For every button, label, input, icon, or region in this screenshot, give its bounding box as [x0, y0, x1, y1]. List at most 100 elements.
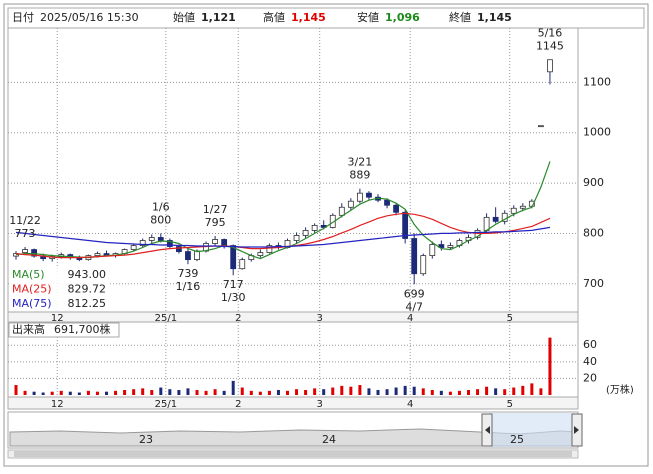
candle-body [429, 244, 436, 257]
legend-box [9, 267, 109, 311]
candle-body [221, 239, 228, 246]
annotation-price: 1145 [536, 40, 564, 53]
high-label: 高値 [263, 10, 285, 24]
volume-label: 出来高 [12, 322, 45, 336]
volume-bar [457, 390, 461, 395]
volume-bar [240, 387, 244, 395]
candle-body [411, 238, 418, 275]
annotation-price: 800 [150, 213, 171, 226]
volume-bar [50, 391, 54, 395]
annotation-date: 3/21 [348, 156, 373, 169]
volume-bar [439, 390, 443, 395]
nav-year: 25 [510, 433, 524, 446]
legend-value: 829.72 [68, 283, 107, 296]
ma-line [15, 226, 551, 248]
volume-bar [385, 389, 389, 395]
volume-bar [141, 388, 145, 395]
x-tick-label: 5 [507, 399, 513, 410]
candle-body [185, 251, 191, 261]
annotation-price: 773 [15, 227, 36, 240]
candle-body [31, 249, 38, 257]
annotation-price: 889 [349, 169, 370, 182]
volume-bar [430, 390, 434, 395]
x-tick-label: 25/1 [155, 399, 177, 410]
volume-bar [322, 389, 326, 395]
candle-body [212, 239, 219, 244]
volume-bar [512, 387, 516, 395]
volume-bar [448, 391, 452, 395]
volume-bar [195, 390, 199, 395]
close-label: 終値 [449, 10, 471, 24]
annotation-price: 699 [404, 287, 425, 300]
volume-bar [548, 337, 552, 395]
x-tick-label: 12 [51, 313, 64, 324]
scroll-thumb[interactable] [14, 451, 572, 457]
high: 1,145 [291, 11, 326, 24]
volume-bar [132, 389, 136, 395]
volume-bar [304, 390, 308, 395]
volume-bar [123, 390, 127, 395]
volume-bar [95, 391, 99, 395]
x-tick-label: 2 [235, 313, 241, 324]
volume-bar [476, 389, 480, 395]
candle-body [130, 245, 137, 250]
volume-bar [349, 386, 353, 395]
annotation-date: 11/22 [9, 214, 41, 227]
volume-bar [86, 390, 90, 395]
volume-bar [376, 390, 380, 395]
volume-bar [403, 385, 407, 395]
open-label: 始値 [173, 10, 195, 24]
candle-body [166, 240, 173, 247]
candle-body [139, 240, 146, 246]
volume-bar [295, 389, 299, 395]
x-tick-label: 25/1 [155, 313, 177, 324]
date: 2025/05/16 15:30 [40, 11, 139, 24]
volume-bar [59, 390, 63, 395]
open: 1,121 [201, 11, 236, 24]
y-tick-label: 1000 [583, 126, 611, 139]
volume-bar [159, 387, 163, 395]
x-tick-label: 3 [317, 313, 323, 324]
nav-year: 23 [139, 433, 153, 446]
candle-body [194, 250, 200, 261]
x-tick-label: 2 [235, 399, 241, 410]
annotation-date: 1/6 [152, 200, 170, 213]
low-label: 安値 [357, 10, 379, 24]
candle-body [420, 255, 427, 275]
candle-body [483, 216, 490, 231]
x-tick-label: 3 [317, 399, 323, 410]
volume-bar [23, 390, 27, 395]
candle-body [94, 253, 101, 257]
annotation-price: 717 [223, 278, 244, 291]
volume-bar [14, 385, 18, 395]
volume-bar [150, 390, 154, 395]
annotation-date: 5/16 [538, 27, 563, 40]
volume-bar [539, 388, 543, 395]
volume-bar [367, 388, 371, 395]
legend-value: 943.00 [68, 268, 107, 281]
candle-body [356, 192, 363, 202]
annotation-date: 1/30 [221, 291, 246, 304]
candle-body [447, 245, 454, 248]
candle-body [366, 192, 372, 198]
volume-bar [32, 391, 36, 395]
candle-body [230, 245, 237, 270]
volume-bar [421, 388, 425, 395]
low: 1,096 [385, 11, 420, 24]
legend-name: MA(75) [12, 297, 52, 310]
candle-body [347, 200, 354, 208]
y-tick-label: 1100 [583, 75, 611, 88]
volume-bar [394, 387, 398, 395]
candle-body [148, 237, 155, 241]
candle-body [393, 204, 400, 213]
candle-body [266, 245, 273, 253]
candle-body [384, 199, 390, 206]
navigator-window[interactable] [489, 413, 574, 447]
month-strip [7, 311, 579, 323]
volume-bar [340, 385, 344, 395]
x-tick-label: 12 [51, 399, 64, 410]
candle-body [293, 235, 300, 241]
candle-body [157, 237, 164, 241]
candle-body [519, 205, 526, 209]
